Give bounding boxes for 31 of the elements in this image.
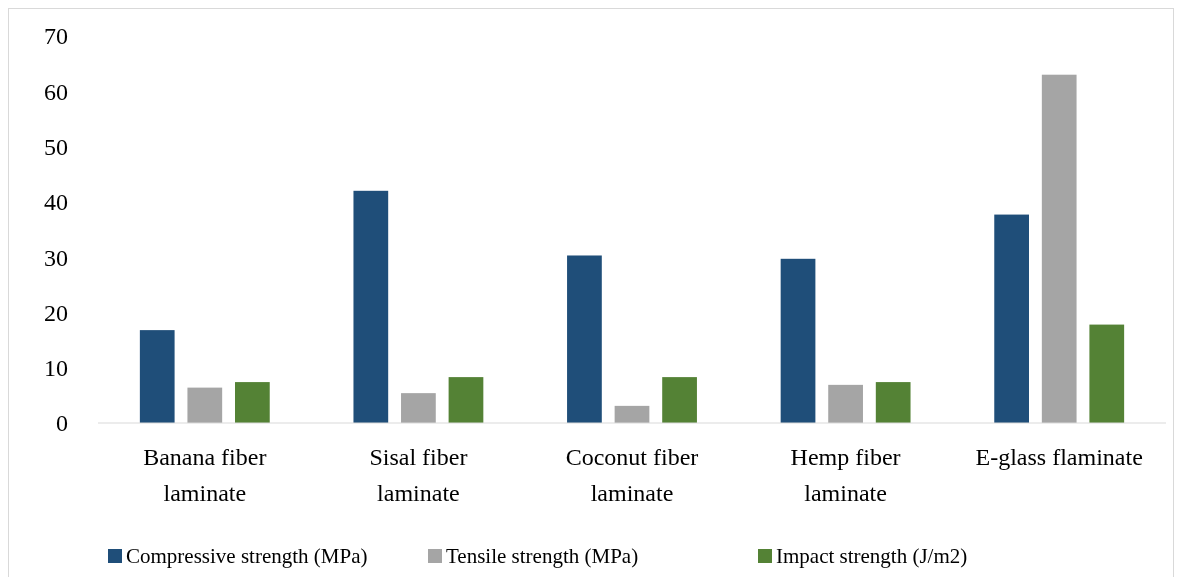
legend-label: Impact strength (J/m2) [776,544,968,569]
bar [448,377,484,423]
x-tick-label: E-glass flaminate [975,444,1143,470]
legend-label: Compressive strength (MPa) [126,544,368,569]
bar [235,382,270,423]
y-tick-label: 50 [44,133,68,160]
bar [875,382,911,423]
y-tick-label: 70 [44,23,68,50]
bar [994,214,1029,423]
bar [187,387,223,423]
bar [828,384,863,423]
bar [614,405,650,423]
x-tick-label: Coconut fiber laminate [565,444,699,506]
bar [1089,324,1125,423]
bar [567,255,602,423]
y-tick-label: 60 [44,78,68,105]
bar [353,190,389,423]
y-tick-label: 0 [56,410,68,437]
bar [662,377,697,423]
bar [401,393,436,423]
bar [139,330,175,423]
x-tick-label: Hemp fiber laminate [790,444,901,506]
x-tick-label: Sisal fiber laminate [369,444,468,506]
bar [780,258,816,423]
y-tick-label: 10 [44,355,68,382]
y-tick-label: 30 [44,244,68,271]
y-tick-label: 40 [44,189,68,216]
legend-label: Tensile strength (MPa) [446,544,639,569]
bar [1041,74,1077,423]
y-tick-label: 20 [44,299,68,326]
x-tick-label: Banana fiber laminate [143,444,267,506]
